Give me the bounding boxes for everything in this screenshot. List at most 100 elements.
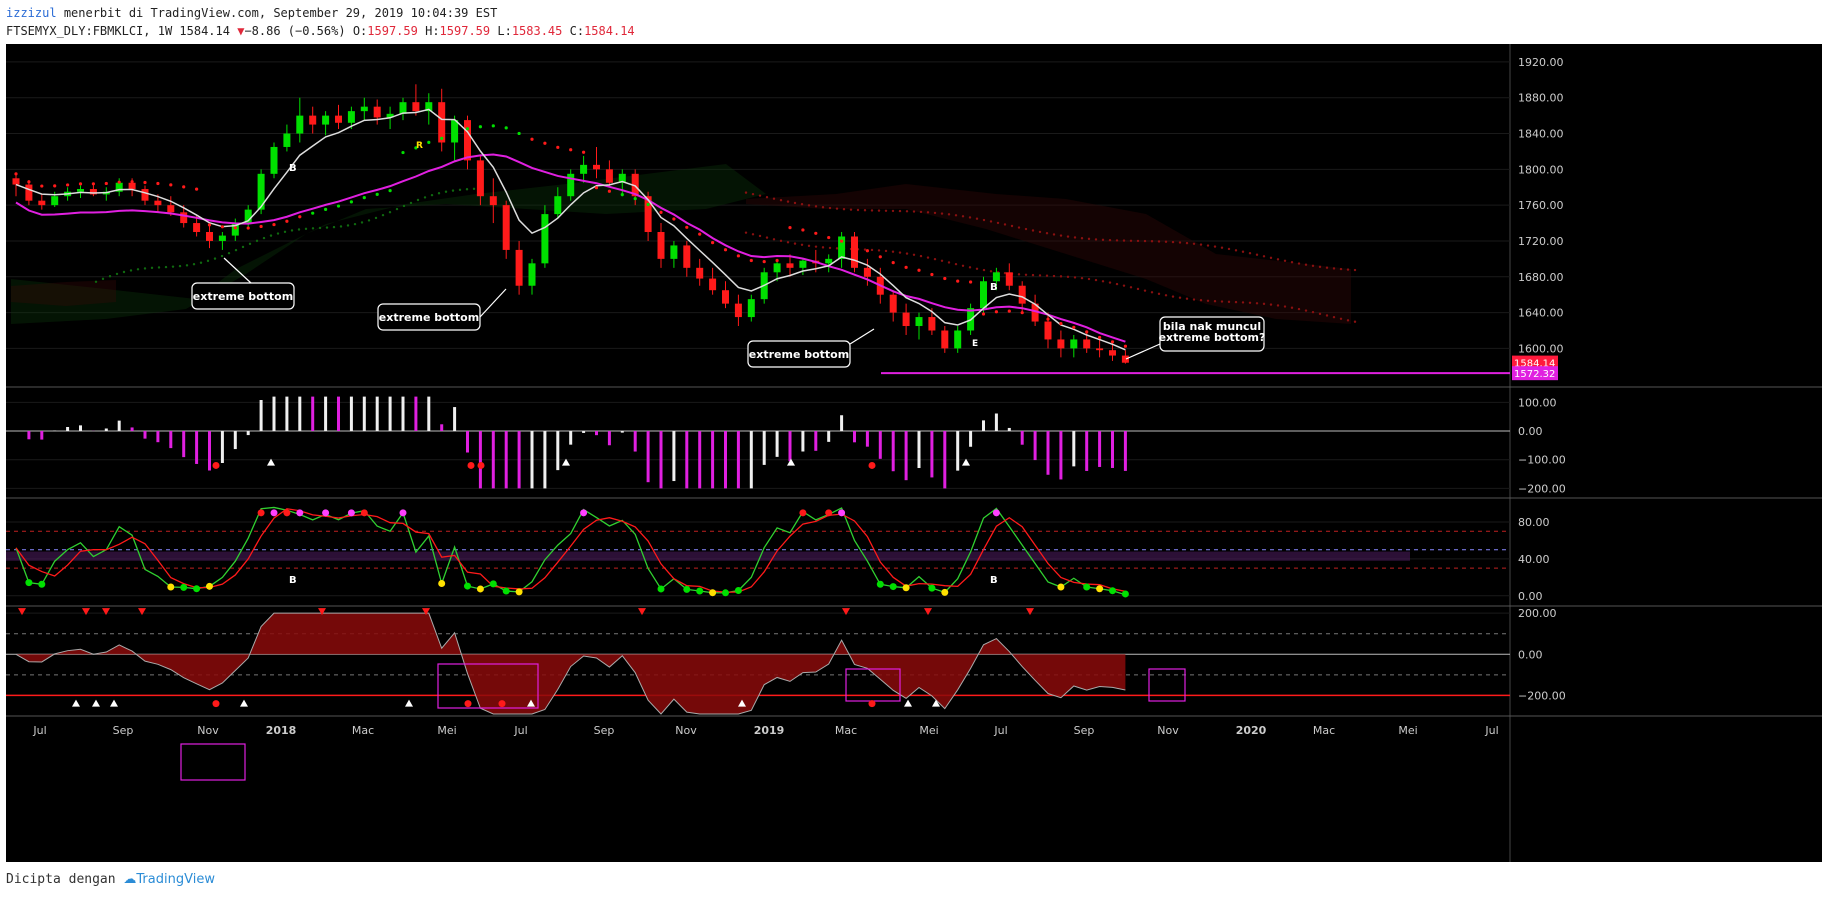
annotation-extreme-bottom-1: extreme bottom [191, 257, 295, 310]
histogram-axis-tick: 0.00 [1518, 425, 1543, 438]
cloud-edge-dot [856, 208, 860, 212]
cloud-edge-dot [891, 209, 895, 213]
trailing-stop-dot [259, 224, 263, 229]
oscillator-oversold-dot [489, 580, 497, 588]
cloud-edge-dot [1325, 314, 1329, 317]
histogram-axis-tick: −100.00 [1518, 454, 1566, 467]
histogram-up-triangle [267, 458, 275, 466]
candle-body [141, 189, 149, 201]
histogram-up-triangle [787, 458, 795, 466]
trailing-stop-dot [749, 258, 753, 263]
trailing-stop-dot [852, 244, 857, 248]
support-price-badge [1512, 366, 1558, 381]
candle-body [825, 258, 833, 264]
area-up-triangle [92, 699, 100, 707]
oscillator-oversold-dot [928, 584, 936, 592]
price-axis-tick: 1600.00 [1518, 342, 1564, 355]
highlight-box [437, 663, 539, 709]
trailing-stop-dot [801, 228, 805, 232]
chart-svg[interactable]: Jul Sep Nov 2018 Mac Mei Jul Sep Nov 2019 Mac Mei Ju… [6, 44, 1822, 862]
cloud-edge-dot [1353, 268, 1357, 272]
area-up-triangle [110, 699, 118, 707]
cloud-edge-dot [1311, 264, 1315, 268]
trailing-stop-dot [117, 180, 121, 184]
cloud-edge-dot [800, 202, 804, 206]
candle-body [786, 263, 794, 268]
cloud-edge-dot [437, 192, 441, 195]
candle-body [425, 102, 433, 112]
cloud-edge-dot [1346, 319, 1350, 322]
cloud-edge-dot [346, 224, 350, 227]
author-link[interactable]: izzizul [6, 6, 57, 20]
candle-body [722, 290, 729, 304]
trailing-stop-dot [1110, 340, 1115, 344]
trailing-stop-dot [401, 150, 405, 155]
cloud-edge-dot [423, 196, 427, 199]
callout-text: extreme bottom? [1159, 331, 1266, 344]
cloud-edge-dot [1248, 252, 1252, 255]
time-axis-label: Sep [1074, 724, 1095, 737]
cloud-edge-dot [472, 187, 476, 191]
candle-body [1018, 285, 1026, 304]
cloud-edge-dot [1318, 312, 1322, 316]
time-axis-label: Mac [835, 724, 857, 737]
publish-info: izzizul menerbit di TradingView.com, Sep… [6, 6, 497, 20]
open-label: O: [352, 24, 368, 38]
candle-body [296, 115, 304, 134]
cloud-edge-dot [1059, 275, 1063, 278]
time-axis-label: Jul [32, 724, 46, 737]
oscillator-line-d [15, 508, 1126, 593]
cloud-edge-dot [297, 228, 301, 231]
cloud-edge-dot [262, 236, 266, 240]
time-axis-label: Nov [675, 724, 697, 737]
cloud-edge-dot [1283, 305, 1287, 308]
trailing-stop-dot [775, 258, 779, 263]
trailing-stop-dot [130, 180, 134, 184]
cloud-edge-dot [1087, 277, 1091, 281]
change-arrow-icon: ▼ [237, 24, 245, 38]
cloud-edge-dot [1304, 263, 1308, 266]
trailing-stop-dot [1046, 317, 1050, 321]
cloud-edge-dot [1304, 309, 1308, 312]
cloud-edge-dot [1227, 300, 1231, 304]
cloud-edge-dot [1178, 241, 1182, 244]
cloud-edge-dot [1220, 300, 1224, 303]
cloud-edge-dot [255, 239, 259, 243]
cloud-edge-dot [451, 189, 455, 192]
time-axis-label: Jul [513, 724, 527, 737]
cloud-edge-dot [353, 222, 357, 226]
cloud-edge-dot [234, 248, 238, 252]
candle-body [773, 263, 781, 273]
trailing-stop-dot [453, 131, 457, 135]
trailing-stop-dot [994, 310, 999, 314]
cloud-edge-dot [870, 248, 874, 252]
trailing-stop-dot [556, 145, 560, 149]
time-axis-label: Mac [352, 724, 374, 737]
trailing-stop-dot [917, 268, 921, 272]
cloud-edge-dot [1276, 304, 1280, 307]
trailing-stop-dot [104, 181, 108, 186]
area-up-triangle [72, 699, 80, 707]
cloud-edge-dot [1283, 259, 1287, 263]
chart-area[interactable]: Jul Sep Nov 2018 Mac Mei Jul Sep Nov 2019 Mac Mei Ju… [6, 44, 1822, 862]
oscillator-overbought-dot [322, 509, 330, 517]
candle-body [902, 312, 910, 327]
tradingview-brand[interactable]: TradingView [136, 872, 215, 887]
cloud-edge-dot [765, 196, 769, 199]
histogram-signal-dot [477, 461, 485, 469]
trailing-stop-dot [904, 265, 908, 269]
oscillator-overbought-dot [580, 509, 588, 517]
candle-body [1044, 321, 1052, 340]
annotation-extreme-bottom-3: extreme bottom [747, 328, 875, 368]
area-signal-dot [464, 700, 472, 708]
oscillator-oversold-dot [515, 588, 523, 596]
cloud-edge-dot [1227, 247, 1231, 251]
cloud-edge-dot [290, 229, 294, 232]
candle-body [128, 182, 136, 190]
cloud-edge-dot [961, 264, 965, 267]
candle-body [244, 209, 252, 224]
cloud-edge-dot [814, 245, 818, 248]
cloud-edge-dot [1185, 241, 1189, 245]
oscillator-oversold-dot [1109, 587, 1116, 595]
bullish-cloud [11, 164, 766, 324]
